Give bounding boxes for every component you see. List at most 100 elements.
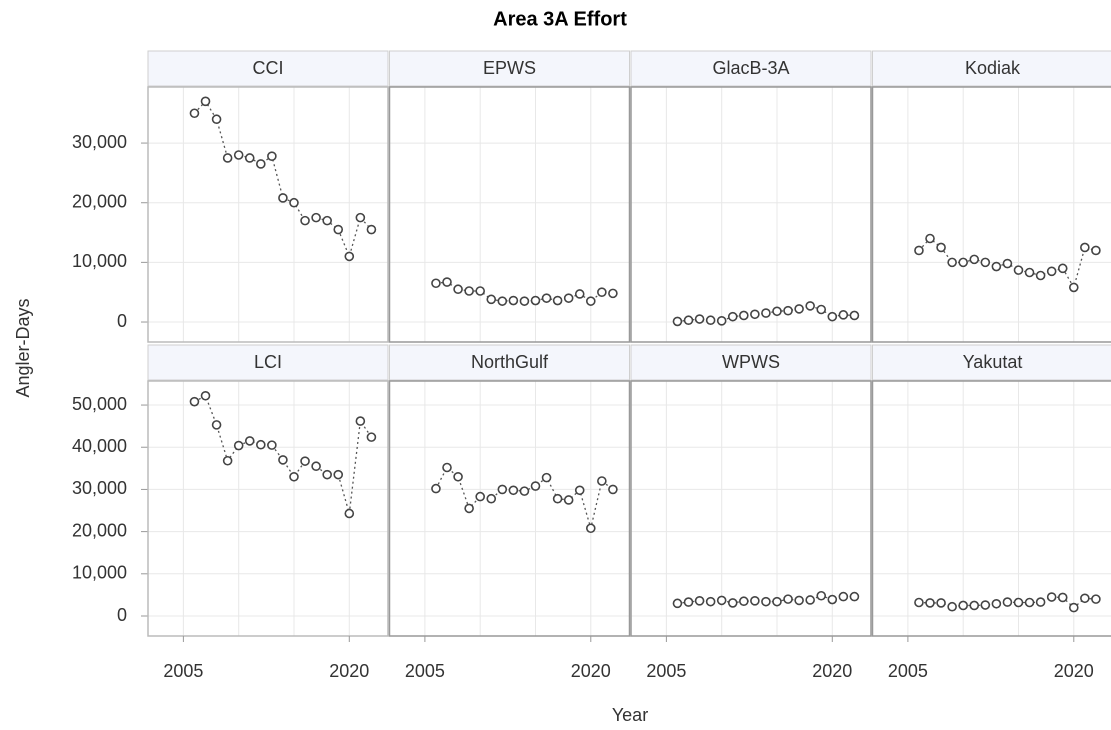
series-line — [194, 394, 372, 514]
data-point — [475, 491, 485, 502]
data-point — [300, 215, 310, 226]
panel-title: Kodiak — [965, 58, 1021, 78]
y-axis-label: Angler-Days — [13, 298, 33, 397]
data-point — [211, 420, 222, 430]
data-point — [761, 596, 771, 607]
data-point — [574, 289, 585, 299]
data-point — [772, 306, 782, 317]
data-point — [585, 296, 596, 306]
data-point — [355, 416, 366, 426]
data-point — [991, 261, 1002, 272]
data-point — [366, 224, 377, 235]
data-point — [519, 296, 530, 306]
data-point — [267, 151, 277, 161]
data-point — [267, 440, 277, 450]
data-point — [827, 311, 838, 322]
data-point — [761, 308, 771, 318]
data-point — [1035, 597, 1046, 607]
data-point — [200, 390, 211, 401]
panel-header — [147, 344, 389, 381]
data-point — [552, 295, 563, 306]
data-point — [991, 598, 1002, 609]
data-point — [849, 591, 860, 602]
x-tick-label: 2020 — [1054, 661, 1094, 681]
data-point — [608, 288, 618, 299]
data-point — [783, 305, 793, 316]
data-point — [936, 598, 946, 608]
panel-frame — [630, 86, 872, 343]
panel-header — [389, 344, 630, 381]
data-point — [464, 286, 474, 296]
data-point — [530, 481, 541, 491]
panel-frame — [871, 380, 1111, 637]
data-point — [947, 257, 957, 268]
data-point — [431, 483, 441, 494]
y-tick-label: 20,000 — [72, 191, 127, 211]
y-tick-label: 20,000 — [72, 520, 127, 540]
data-point — [1002, 597, 1013, 607]
data-point — [344, 251, 355, 262]
data-point — [849, 310, 860, 321]
data-point — [311, 212, 321, 223]
data-point — [969, 254, 980, 265]
data-point — [211, 114, 222, 125]
data-point — [958, 257, 968, 268]
data-point — [508, 485, 519, 496]
panel-title: WPWS — [722, 352, 780, 372]
y-tick-label: 10,000 — [72, 251, 127, 271]
data-point — [716, 316, 727, 326]
data-point — [783, 594, 793, 604]
data-point — [244, 436, 255, 446]
data-point — [1002, 258, 1013, 269]
data-point — [541, 293, 552, 303]
chart-title: Area 3A Effort — [493, 8, 627, 30]
data-point — [739, 310, 749, 321]
data-point — [464, 503, 474, 514]
data-point — [705, 596, 716, 607]
x-tick-label: 2005 — [888, 661, 928, 681]
y-tick-label: 0 — [117, 311, 127, 331]
panel-header — [872, 50, 1111, 87]
data-point — [958, 600, 968, 611]
data-point — [344, 508, 355, 519]
data-point — [683, 315, 694, 326]
data-point — [1035, 270, 1046, 281]
panel-title: EPWS — [483, 58, 536, 78]
data-point — [739, 596, 749, 607]
data-point — [355, 212, 366, 223]
data-point — [1057, 592, 1068, 603]
data-point — [508, 295, 519, 306]
data-point — [1013, 597, 1024, 608]
data-point — [311, 461, 321, 472]
data-point — [486, 493, 497, 504]
panel-title: GlacB-3A — [712, 58, 789, 78]
y-tick-label: 30,000 — [72, 132, 127, 152]
data-point — [816, 304, 827, 315]
data-point — [563, 293, 574, 303]
panel-frame — [630, 380, 872, 637]
data-point — [278, 193, 288, 203]
data-point — [838, 310, 849, 320]
panel-title: CCI — [253, 58, 284, 78]
data-point — [672, 598, 683, 609]
data-point — [1091, 245, 1101, 256]
data-point — [597, 476, 607, 486]
data-point — [750, 309, 760, 320]
data-point — [694, 596, 705, 606]
data-point — [256, 439, 266, 450]
data-point — [366, 432, 377, 442]
data-point — [1046, 266, 1057, 277]
data-point — [563, 495, 574, 505]
data-point — [1046, 592, 1057, 602]
data-point — [805, 301, 815, 311]
data-point — [1024, 267, 1035, 278]
data-point — [530, 295, 541, 306]
x-tick-label: 2020 — [571, 661, 611, 681]
data-point — [475, 286, 485, 296]
data-point — [727, 311, 738, 322]
data-point — [541, 472, 552, 483]
data-point — [442, 462, 452, 473]
panel-header — [147, 50, 389, 87]
data-point — [189, 108, 200, 119]
